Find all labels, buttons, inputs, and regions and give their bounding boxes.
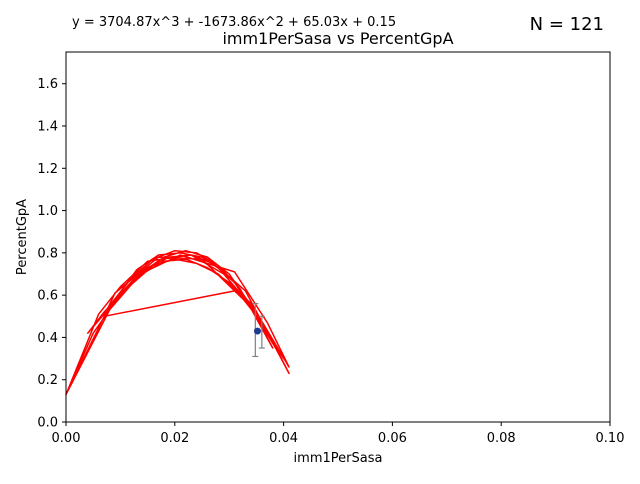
chart-title: imm1PerSasa vs PercentGpA xyxy=(222,29,453,48)
error-bars xyxy=(252,303,265,358)
series-line-0 xyxy=(65,249,290,396)
fit-equation: y = 3704.87x^3 + -1673.86x^2 + 65.03x + … xyxy=(72,15,396,30)
x-tick-label: 0.02 xyxy=(160,431,189,446)
y-tick-label: 1.6 xyxy=(37,77,58,92)
x-tick-label: 0.06 xyxy=(378,431,407,446)
y-tick-label: 0.4 xyxy=(37,331,58,346)
plot-area xyxy=(65,51,611,423)
x-axis-label: imm1PerSasa xyxy=(294,451,383,466)
y-tick-label: 0.0 xyxy=(37,416,58,431)
x-tick-label: 0.08 xyxy=(487,431,516,446)
data-points xyxy=(253,327,261,335)
y-axis-ticks: 0.0 0.2 0.4 0.6 0.8 1.0 1.2 1.4 1.6 xyxy=(37,77,66,431)
x-tick-label: 0.10 xyxy=(596,431,625,446)
axes-frame xyxy=(65,51,611,423)
y-tick-label: 1.0 xyxy=(37,204,58,219)
y-axis-label: PercentGpA xyxy=(15,199,30,275)
x-tick-label: 0.04 xyxy=(269,431,298,446)
x-tick-label: 0.00 xyxy=(52,431,81,446)
data-lines xyxy=(65,249,290,396)
y-tick-label: 0.8 xyxy=(37,246,58,261)
x-axis-ticks: 0.00 0.02 0.04 0.06 0.08 0.10 xyxy=(52,422,625,446)
y-tick-label: 0.6 xyxy=(37,289,58,304)
y-tick-label: 1.2 xyxy=(37,162,58,177)
y-tick-label: 0.2 xyxy=(37,373,58,388)
y-tick-label: 1.4 xyxy=(37,120,58,135)
data-point xyxy=(253,327,261,335)
sample-count: N = 121 xyxy=(530,14,604,35)
